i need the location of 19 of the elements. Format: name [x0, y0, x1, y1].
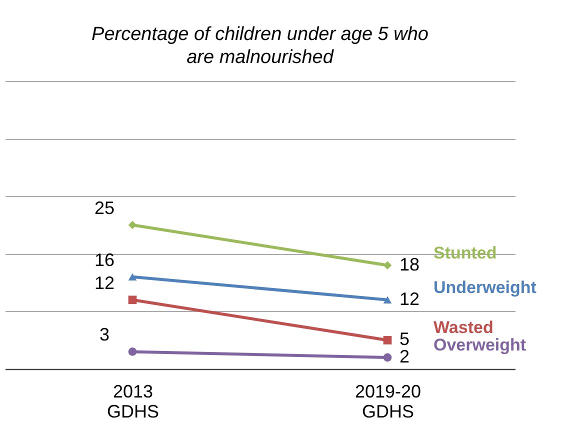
x-tick-label: 2019-20 GDHS: [354, 382, 422, 422]
text: Stunted: [434, 243, 497, 262]
text: Overweight: [434, 335, 526, 354]
data-label: 12: [400, 288, 420, 309]
data-label: 3: [99, 324, 110, 345]
data-label: 16: [94, 250, 115, 270]
point: [383, 353, 392, 362]
point: [383, 261, 392, 270]
point: [128, 220, 137, 230]
text: Underweight: [434, 278, 537, 297]
text: Wasted: [434, 318, 494, 338]
x-tick-label: 2013 GDHS: [106, 382, 160, 422]
point: [383, 336, 392, 344]
data-label: 25: [94, 198, 115, 218]
point: [128, 348, 137, 356]
data-label: 12: [94, 272, 115, 293]
point: [128, 296, 137, 304]
data-label: 18: [400, 254, 420, 274]
chart-title: Percentage of children under age 5 who are malnourished: [92, 24, 428, 68]
